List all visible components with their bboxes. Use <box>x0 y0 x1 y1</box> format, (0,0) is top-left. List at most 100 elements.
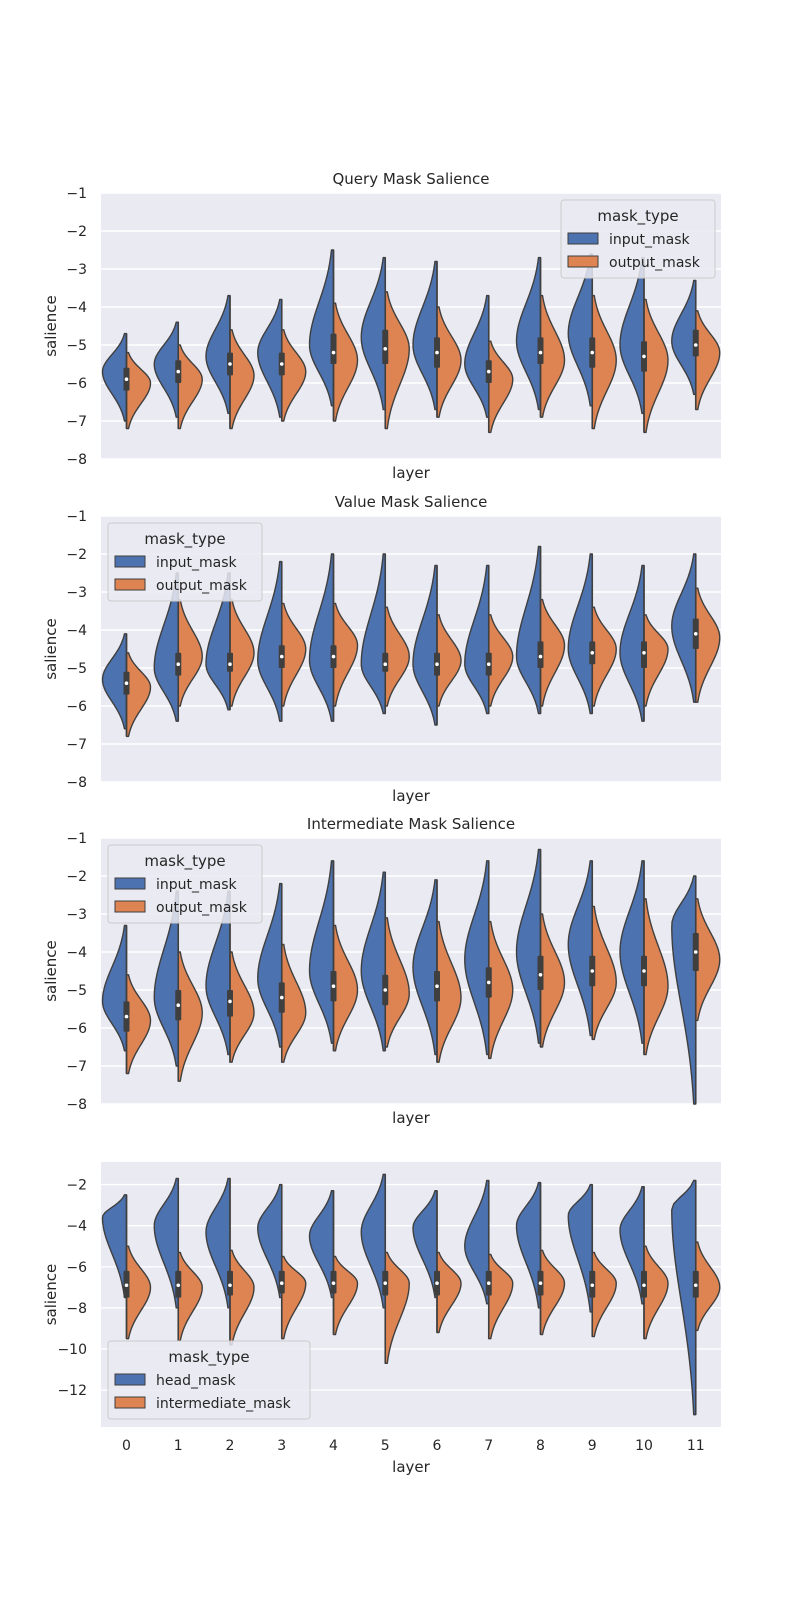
violin-median <box>590 969 595 973</box>
violin-median <box>383 988 388 992</box>
x-tick-label: 6 <box>433 1438 442 1454</box>
y-tick-label: −4 <box>66 623 87 639</box>
violin-half-intermediate_mask <box>591 1251 617 1338</box>
violin-half-head_mask <box>360 1173 386 1309</box>
y-tick-label: −3 <box>66 585 87 601</box>
violin-half-intermediate_mask <box>332 1255 359 1336</box>
violin-half-output_mask <box>488 614 514 707</box>
violin-half-output_mask <box>488 340 514 434</box>
violin-half-head_mask <box>671 1179 697 1416</box>
y-tick-label: −7 <box>66 414 87 430</box>
legend-label-input_mask: input_mask <box>156 877 238 893</box>
violin-half-intermediate_mask <box>384 1251 410 1365</box>
violin-median <box>383 662 388 666</box>
violin-half-input_mask <box>671 279 697 396</box>
violin-median <box>383 1281 388 1286</box>
legend-label-intermediate_mask: intermediate_mask <box>156 1396 292 1412</box>
violin-half-output_mask <box>281 329 307 422</box>
violin-half-intermediate_mask <box>643 1245 669 1340</box>
violin-median <box>228 999 232 1004</box>
y-tick-label: −8 <box>66 452 87 468</box>
x-tick-label: 11 <box>687 1438 705 1454</box>
violin-half-output_mask <box>125 351 152 430</box>
legend-swatch-input_mask <box>567 232 599 245</box>
chart-title: Query Mask Salience <box>332 170 489 188</box>
legend-title: mask_type <box>144 530 225 549</box>
violin-half-head_mask <box>464 1179 490 1305</box>
violin-median <box>693 950 698 954</box>
y-tick-label: −2 <box>66 547 87 563</box>
violin-iqr-box <box>692 329 699 357</box>
violin-half-input_mask <box>515 848 542 1044</box>
violin-iqr-box <box>382 329 389 364</box>
violin-iqr-box <box>537 641 544 668</box>
violin-half-input_mask <box>101 924 128 1052</box>
violin-half-input_mask <box>257 882 283 1048</box>
x-axis-label: layer <box>392 464 430 482</box>
violin-half-output_mask <box>384 291 410 430</box>
violin-median <box>331 1281 336 1286</box>
violin-half-output_mask <box>539 913 566 1048</box>
chart-panel-1: −1 −2 −3 −4 −5 −6 −7 −8 Value Mask Salience salie… <box>42 493 721 805</box>
legend-box <box>560 199 716 279</box>
y-tick-label: −8 <box>66 1097 87 1113</box>
violin-half-input_mask <box>567 860 593 1037</box>
violin-half-head_mask <box>619 1185 645 1305</box>
violin-iqr-box <box>227 652 233 672</box>
violin-half-output_mask <box>332 302 359 422</box>
violin-median <box>176 369 181 374</box>
violin-median <box>642 969 646 973</box>
chart-title: Intermediate Mask Salience <box>307 815 515 833</box>
violin-median <box>642 1283 646 1288</box>
violin-median <box>435 1281 439 1286</box>
y-tick-label: −6 <box>66 376 87 392</box>
legend: mask_type input_mask output_mask <box>107 522 263 602</box>
violin-half-output_mask <box>539 294 566 418</box>
violin-iqr-box <box>330 333 337 364</box>
y-tick-label: −7 <box>66 1059 87 1075</box>
x-axis-label: layer <box>392 1458 430 1476</box>
legend-title: mask_type <box>144 852 225 871</box>
violin-median <box>228 362 232 366</box>
violin-median <box>435 984 439 988</box>
violin-half-input_mask <box>464 564 490 715</box>
violin-half-input_mask <box>360 553 386 715</box>
violin-median <box>486 662 491 666</box>
y-tick-label: −6 <box>66 1021 87 1037</box>
y-axis-label: salience <box>42 940 60 1002</box>
chart-title: Value Mask Salience <box>335 493 488 511</box>
violin-median <box>176 1003 181 1007</box>
legend-label-output_mask: output_mask <box>156 578 248 594</box>
violin-half-input_mask <box>205 294 231 415</box>
x-tick-label: 7 <box>484 1438 493 1454</box>
violin-half-intermediate_mask <box>539 1249 566 1336</box>
violin-median <box>590 350 595 355</box>
violin-iqr-box <box>537 337 544 364</box>
violin-half-input_mask <box>515 545 542 715</box>
violin-median <box>486 369 491 374</box>
violin-median <box>124 1014 129 1019</box>
y-tick-label: −3 <box>66 907 87 923</box>
violin-half-intermediate_mask <box>488 1253 514 1340</box>
violin-half-head_mask <box>567 1183 593 1313</box>
y-tick-label: −10 <box>57 1342 87 1358</box>
violin-median <box>435 662 439 666</box>
x-tick-label: 10 <box>635 1438 653 1454</box>
legend-swatch-output_mask <box>114 900 146 913</box>
x-tick-label: 5 <box>381 1438 390 1454</box>
violin-half-input_mask <box>464 860 490 1056</box>
y-tick-label: −5 <box>66 338 87 354</box>
y-tick-label: −4 <box>66 300 87 316</box>
legend-swatch-input_mask <box>114 555 146 568</box>
violin-median <box>486 1281 491 1286</box>
y-tick-label: −2 <box>66 869 87 885</box>
violin-median <box>124 1283 129 1288</box>
violin-half-input_mask <box>619 860 645 1044</box>
violin-median <box>176 1283 181 1288</box>
y-tick-label: −2 <box>66 224 87 240</box>
violin-half-intermediate_mask <box>125 1245 152 1340</box>
x-tick-label: 9 <box>588 1438 597 1454</box>
legend-label-output_mask: output_mask <box>609 255 701 271</box>
violin-iqr-box <box>227 1270 233 1296</box>
violin-half-output_mask <box>591 905 617 1041</box>
